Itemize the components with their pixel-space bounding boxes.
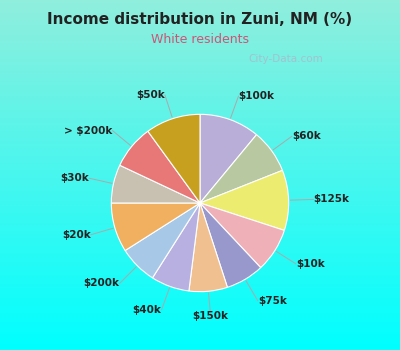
Wedge shape: [200, 114, 256, 203]
Wedge shape: [189, 203, 227, 292]
Text: $100k: $100k: [238, 91, 274, 101]
Text: $200k: $200k: [84, 278, 120, 288]
Text: $20k: $20k: [62, 230, 91, 240]
Wedge shape: [148, 114, 200, 203]
Text: $60k: $60k: [292, 131, 320, 141]
Text: White residents: White residents: [151, 33, 249, 46]
Wedge shape: [111, 203, 200, 251]
Text: Income distribution in Zuni, NM (%): Income distribution in Zuni, NM (%): [48, 12, 352, 27]
Text: $75k: $75k: [258, 296, 287, 306]
Wedge shape: [200, 170, 289, 230]
Text: $50k: $50k: [136, 90, 165, 100]
Text: > $200k: > $200k: [64, 126, 112, 136]
Wedge shape: [200, 203, 261, 287]
Text: $125k: $125k: [314, 195, 350, 204]
Wedge shape: [152, 203, 200, 291]
Wedge shape: [120, 131, 200, 203]
Text: City-Data.com: City-Data.com: [248, 54, 323, 64]
Wedge shape: [200, 135, 282, 203]
Text: $150k: $150k: [193, 311, 229, 321]
Text: $40k: $40k: [133, 305, 162, 315]
Text: $10k: $10k: [296, 259, 324, 269]
Text: $30k: $30k: [60, 173, 89, 183]
Wedge shape: [200, 203, 284, 268]
Wedge shape: [125, 203, 200, 278]
Wedge shape: [111, 165, 200, 203]
